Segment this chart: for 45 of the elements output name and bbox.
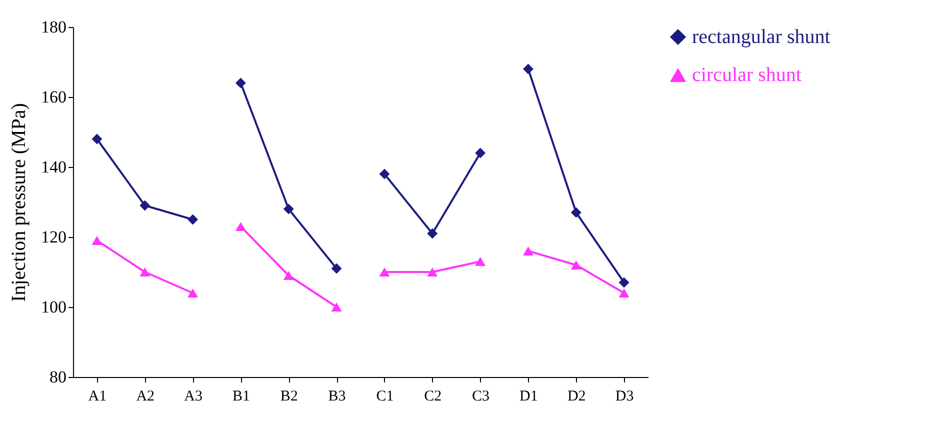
point [618,288,630,298]
point [379,168,390,180]
point [188,214,198,225]
x-tick-label: D2 [567,388,586,404]
y-tick-label: 180 [41,18,66,36]
y-tick-label: 80 [50,368,66,386]
point [427,228,438,239]
y-tick-label: 140 [41,158,66,176]
x-tick-label: B2 [280,388,298,404]
point [140,267,150,277]
point [379,267,390,277]
point [570,260,582,270]
point [618,277,630,288]
point [331,302,342,312]
legend-label: circular shunt [692,64,802,86]
y-tick-label: 160 [41,88,66,106]
x-tick-label: C3 [472,388,490,404]
y-tick-label: 100 [41,298,66,316]
point [235,78,246,88]
y-axis-title: Injection pressure (MPa) [8,103,30,302]
x-tick-label: B3 [328,388,346,404]
x-tick-label: D3 [615,388,634,404]
point [92,236,102,246]
x-tick-label: C2 [424,388,442,404]
point [427,267,438,277]
point [140,200,150,211]
point [475,256,486,266]
point [283,270,294,280]
legend-label: rectangular shunt [692,26,831,48]
x-tick-label: C1 [376,388,394,404]
y-tick-label: 120 [41,228,66,246]
point [522,246,534,256]
point [522,64,534,74]
point [92,134,102,144]
point [283,204,294,214]
x-tick-label: A1 [88,388,107,404]
point [570,207,582,218]
x-tick-label: A3 [184,388,202,404]
x-tick-label: A2 [136,388,155,404]
point [235,222,246,232]
point [188,288,198,298]
x-tick-label: B1 [232,388,250,404]
x-tick-label: D1 [520,388,538,404]
point [475,148,486,158]
point [331,263,342,274]
